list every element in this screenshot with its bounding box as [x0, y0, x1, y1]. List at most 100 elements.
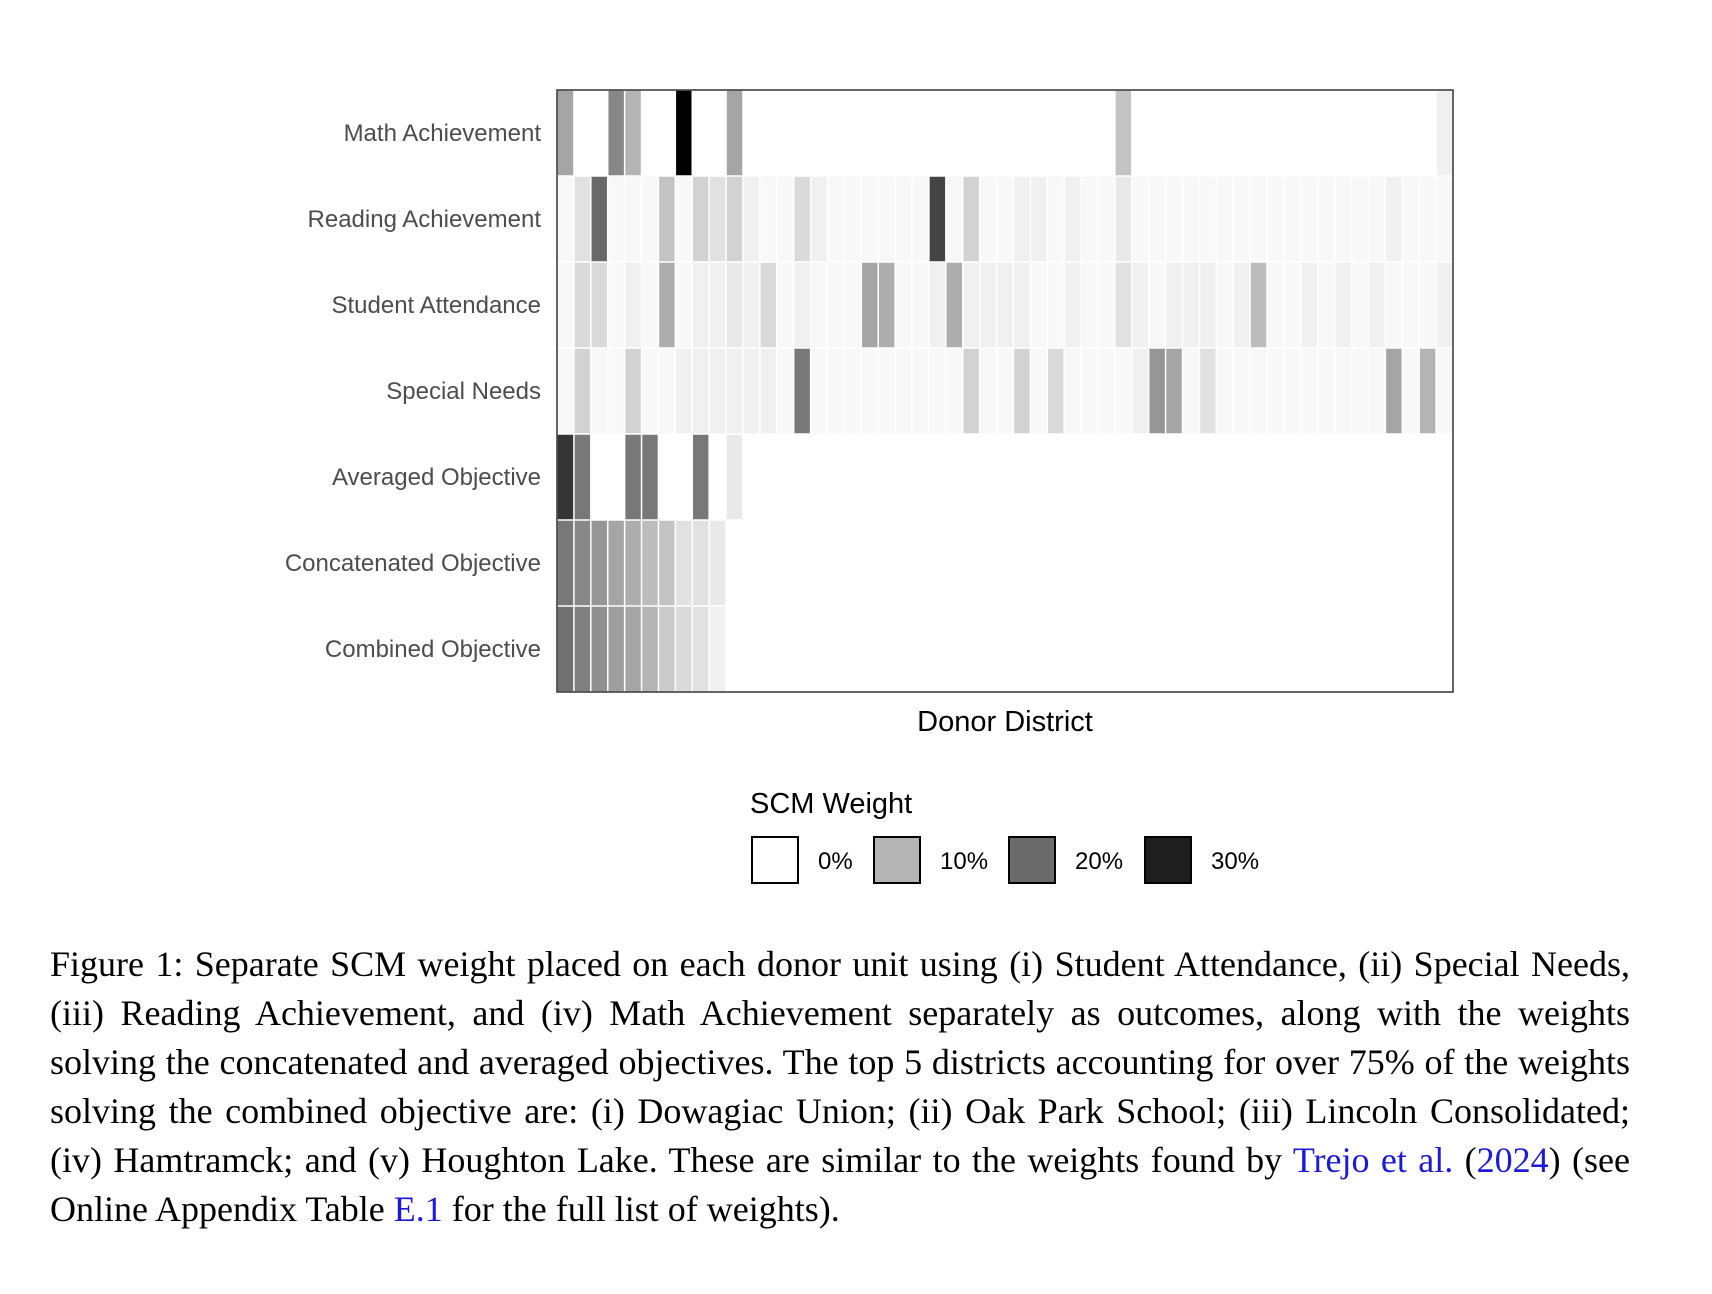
heatmap-cell	[1183, 434, 1199, 520]
heatmap-cell	[929, 348, 946, 434]
x-axis-label: Donor District	[917, 706, 1093, 738]
heatmap-cell	[625, 176, 641, 262]
heatmap-cell	[1031, 520, 1047, 606]
heatmap-cell	[1217, 606, 1233, 692]
heatmap-cell	[1014, 520, 1030, 606]
heatmap-cell	[591, 606, 607, 692]
heatmap-cell	[1403, 520, 1419, 606]
heatmap-cell	[929, 262, 946, 348]
heatmap-cell	[1217, 176, 1233, 262]
heatmap-cell	[912, 90, 929, 176]
table-reference-link[interactable]: E.1	[393, 1189, 443, 1229]
heatmap-cell	[1301, 434, 1318, 520]
heatmap-cell	[1217, 348, 1233, 434]
heatmap-cell	[1048, 520, 1064, 606]
heatmap-cell	[794, 90, 810, 176]
heatmap-cell	[625, 90, 641, 176]
heatmap-cell	[1217, 262, 1233, 348]
heatmap-cell	[1419, 90, 1436, 176]
heatmap-cell	[1369, 90, 1385, 176]
heatmap-cell	[946, 520, 962, 606]
heatmap-cell	[1183, 90, 1199, 176]
heatmap-cell	[946, 606, 962, 692]
legend-label: 20%	[1075, 848, 1123, 875]
row-label: Combined Objective	[325, 636, 541, 663]
heatmap-cell	[726, 262, 743, 348]
heatmap-cell	[828, 348, 844, 434]
heatmap-cell	[1031, 606, 1047, 692]
heatmap-cell	[743, 176, 760, 262]
heatmap-cell	[878, 520, 895, 606]
heatmap-cell	[1014, 262, 1030, 348]
heatmap-cell	[1098, 176, 1115, 262]
heatmap-cell	[574, 176, 591, 262]
heatmap-cell	[980, 348, 996, 434]
heatmap-cell	[1352, 176, 1368, 262]
heatmap-cell	[1183, 348, 1199, 434]
heatmap-cell	[676, 348, 692, 434]
heatmap-cell	[997, 434, 1013, 520]
heatmap-cell	[591, 434, 607, 520]
heatmap-cell	[878, 176, 895, 262]
heatmap-cell	[625, 348, 641, 434]
heatmap-cell	[1386, 262, 1402, 348]
citation-year-link[interactable]: 2024	[1476, 1140, 1549, 1180]
heatmap-cell	[794, 176, 810, 262]
heatmap-cell	[980, 434, 996, 520]
heatmap-cell	[828, 520, 844, 606]
heatmap-cell	[1250, 176, 1267, 262]
heatmap-cell	[946, 348, 962, 434]
row-label: Reading Achievement	[308, 206, 542, 233]
heatmap-cell	[1436, 348, 1453, 434]
heatmap-cell	[591, 348, 607, 434]
heatmap-cell	[1048, 606, 1064, 692]
legend-key	[1008, 836, 1056, 884]
heatmap-cell	[625, 520, 641, 606]
heatmap-cell	[1352, 434, 1368, 520]
heatmap-cell	[946, 90, 962, 176]
heatmap-cell	[963, 90, 979, 176]
heatmap-cell	[1149, 176, 1165, 262]
heatmap-cell	[895, 434, 912, 520]
heatmap-cell	[709, 176, 726, 262]
row-labels: Math Achievement Reading Achievement Stude…	[285, 120, 542, 663]
heatmap-cell	[659, 606, 675, 692]
heatmap-cell	[828, 434, 844, 520]
heatmap-cell	[1369, 520, 1385, 606]
citation-authors-link[interactable]: Trejo et al.	[1292, 1140, 1454, 1180]
heatmap-cell	[811, 606, 827, 692]
heatmap-cell	[1301, 520, 1318, 606]
heatmap-cell	[591, 90, 607, 176]
heatmap-cell	[912, 176, 929, 262]
caption-text: Figure 1: Separate SCM weight placed on …	[50, 944, 1630, 1180]
heatmap-cell	[1233, 262, 1250, 348]
heatmap-cell	[608, 520, 624, 606]
heatmap-cell	[828, 90, 844, 176]
heatmap-cell	[912, 606, 929, 692]
heatmap-cell	[845, 262, 861, 348]
heatmap-cell	[693, 262, 709, 348]
heatmap-cell	[1436, 520, 1453, 606]
heatmap-cell	[1132, 262, 1148, 348]
heatmap-cell	[1352, 348, 1368, 434]
heatmap-cell	[676, 434, 692, 520]
heatmap-cell	[1369, 434, 1385, 520]
heatmap-cell	[1369, 176, 1385, 262]
heatmap-cell	[1403, 262, 1419, 348]
heatmap-cell	[1386, 90, 1402, 176]
heatmap-cell	[828, 262, 844, 348]
heatmap-cell	[1132, 90, 1148, 176]
heatmap-cell	[1352, 606, 1368, 692]
heatmap-cell	[1436, 176, 1453, 262]
heatmap-cell	[625, 606, 641, 692]
heatmap-cell	[1301, 606, 1318, 692]
heatmap-cell	[1284, 434, 1301, 520]
heatmap-cell	[1419, 520, 1436, 606]
heatmap-cell	[1267, 262, 1284, 348]
heatmap-cell	[862, 90, 878, 176]
heatmap-cell	[845, 606, 861, 692]
heatmap-cell	[760, 348, 777, 434]
heatmap-cell	[642, 90, 658, 176]
heatmap-cell	[625, 262, 641, 348]
heatmap-cell	[743, 262, 760, 348]
